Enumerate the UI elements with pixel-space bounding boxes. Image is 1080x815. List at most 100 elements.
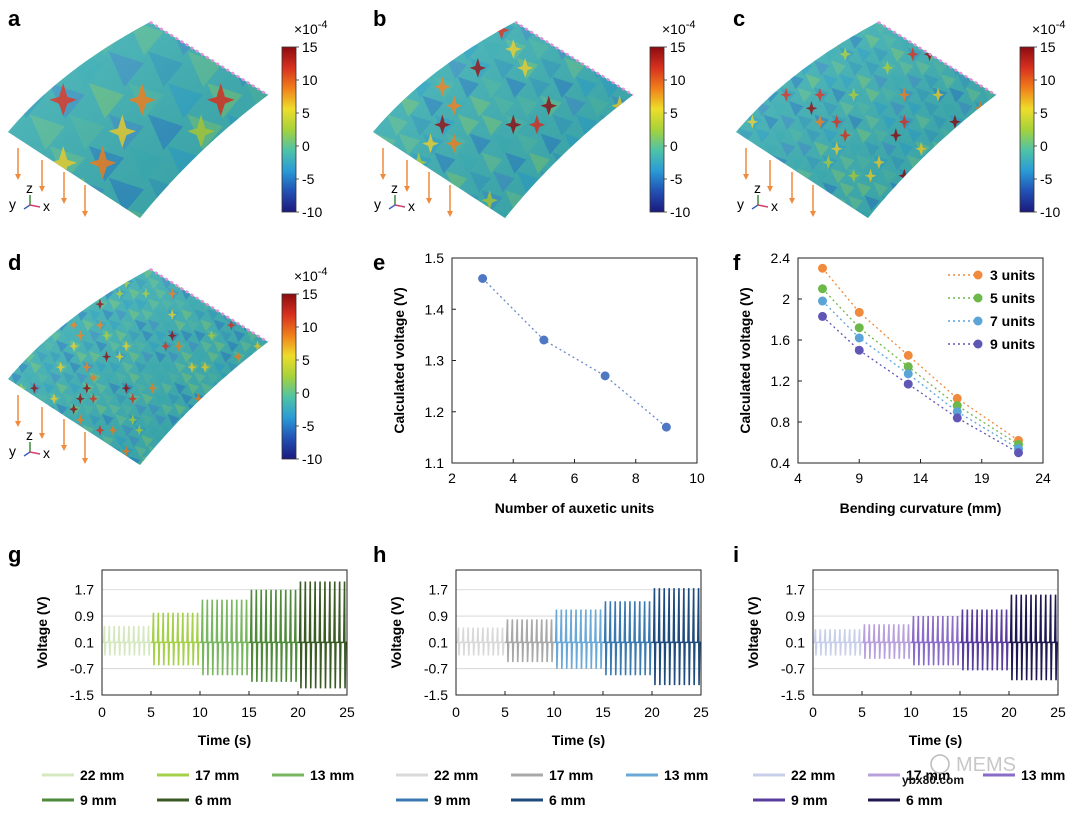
colorbar-exponent-label: ×10-4 [294, 19, 328, 37]
strain-map-c: zx y [736, 20, 1065, 265]
strain-cell [279, 488, 291, 500]
strain-cell [273, 498, 285, 510]
strain-cell [16, 319, 29, 332]
strain-hotspot [42, 277, 53, 289]
strain-cell [949, 223, 964, 238]
signal-trace [960, 609, 1009, 671]
strain-cell [233, 498, 245, 510]
strain-cell [941, 236, 956, 251]
strain-cell [312, 372, 324, 384]
strain-cell [161, 509, 173, 521]
load-arrow-head [789, 198, 795, 204]
strain-cell [319, 404, 331, 416]
strain-cell [141, 477, 153, 489]
strain-cell [991, 47, 996, 63]
strain-cell [88, 288, 101, 300]
strain-cell [36, 288, 49, 300]
strain-hotspot [982, 195, 995, 210]
strain-cell [746, 87, 762, 103]
strain-cell [187, 445, 200, 458]
strain-hotspot [10, 146, 38, 180]
strain-cell [206, 146, 243, 182]
strain-cell [898, 250, 913, 265]
strain-cell [575, 38, 598, 61]
strain-cell [386, 76, 409, 98]
colorbar-gradient [281, 46, 297, 213]
strain-cell [227, 467, 239, 479]
strain-cell [434, 228, 455, 249]
strain-hotspot [780, 195, 793, 210]
legend-label: 17 mm [549, 767, 593, 783]
strain-cell [168, 498, 180, 510]
strain-cell [259, 351, 268, 363]
legend-marker [973, 293, 983, 303]
strain-hotspot [399, 247, 416, 267]
strain-cell [1050, 88, 1065, 103]
strain-cell [200, 509, 212, 521]
strain-cell [889, 209, 906, 218]
strain-cell [915, 223, 930, 238]
panel-letter-c: c [733, 6, 745, 31]
strain-cell [1017, 250, 1032, 265]
signal-trace [652, 588, 701, 686]
chart-e-voltage-vs-units: 2 4 6 8 10 1.1 1.2 1.3 1.4 1.5 Number of auxetic u… [391, 250, 705, 516]
x-tick-label: 10 [903, 704, 919, 720]
strain-cell [266, 298, 268, 311]
y-tick-label: 0.9 [429, 608, 449, 624]
signal-trace [911, 616, 960, 666]
strain-cell [89, 477, 101, 489]
strain-cell [991, 101, 996, 117]
x-tick-label: 15 [595, 704, 611, 720]
strain-cell [55, 298, 68, 311]
strain-cell [399, 247, 420, 268]
legend-label: 6 mm [549, 792, 586, 808]
strain-cell [42, 277, 55, 290]
colorbar-gradient [281, 293, 297, 460]
strain-cell [949, 33, 965, 49]
strain-cell [213, 277, 226, 290]
strain-cell [194, 498, 206, 510]
strain-cell [259, 309, 268, 321]
strain-cell [906, 182, 923, 198]
strain-cell [932, 33, 948, 49]
colorbar-tick-label: 5 [670, 105, 678, 121]
x-tick-label: 15 [952, 704, 968, 720]
strain-hotspot [148, 488, 157, 499]
strain-hotspot [763, 60, 776, 75]
signal-trace [102, 625, 151, 656]
strain-cell [135, 488, 147, 500]
strain-cell [991, 155, 996, 171]
strain-hotspot [62, 288, 72, 300]
strain-hotspot [932, 195, 944, 210]
data-point [854, 323, 864, 333]
strain-cell [564, 22, 586, 42]
colorbar-tick-label: 10 [670, 72, 686, 88]
strain-cell [154, 498, 166, 510]
axis-z-label: z [26, 427, 33, 443]
strain-cell [29, 403, 42, 416]
strain-cell [974, 209, 990, 218]
legend-label: 17 mm [906, 767, 950, 783]
strain-cell [982, 141, 996, 157]
axis-y-label: y [374, 196, 381, 212]
axis-x-label: x [771, 198, 778, 214]
watermark: MEMS ybx80.com [902, 754, 1016, 787]
strain-hotspot [552, 228, 569, 248]
strain-cell [839, 209, 855, 218]
strain-hotspot [611, 209, 628, 218]
strain-cell [246, 456, 259, 465]
axis-y-label: y [9, 443, 16, 459]
strain-cell [957, 236, 972, 251]
strain-cell [108, 467, 120, 479]
strain-cell [540, 209, 562, 218]
strain-cell [30, 509, 42, 521]
strain-cell [76, 498, 88, 510]
signal-trace [249, 589, 298, 682]
colorbar-gradient [1019, 46, 1035, 213]
strain-cell [839, 22, 855, 36]
strain-cell [55, 424, 68, 437]
load-arrow-head [426, 198, 432, 204]
chart-h-voltage-time: 1.7 0.9 0.1 -0.7 -1.50 5 10 15 20 25 Time (s) Volta… [388, 569, 709, 808]
strain-cell [259, 393, 268, 405]
strain-cell [214, 467, 226, 479]
